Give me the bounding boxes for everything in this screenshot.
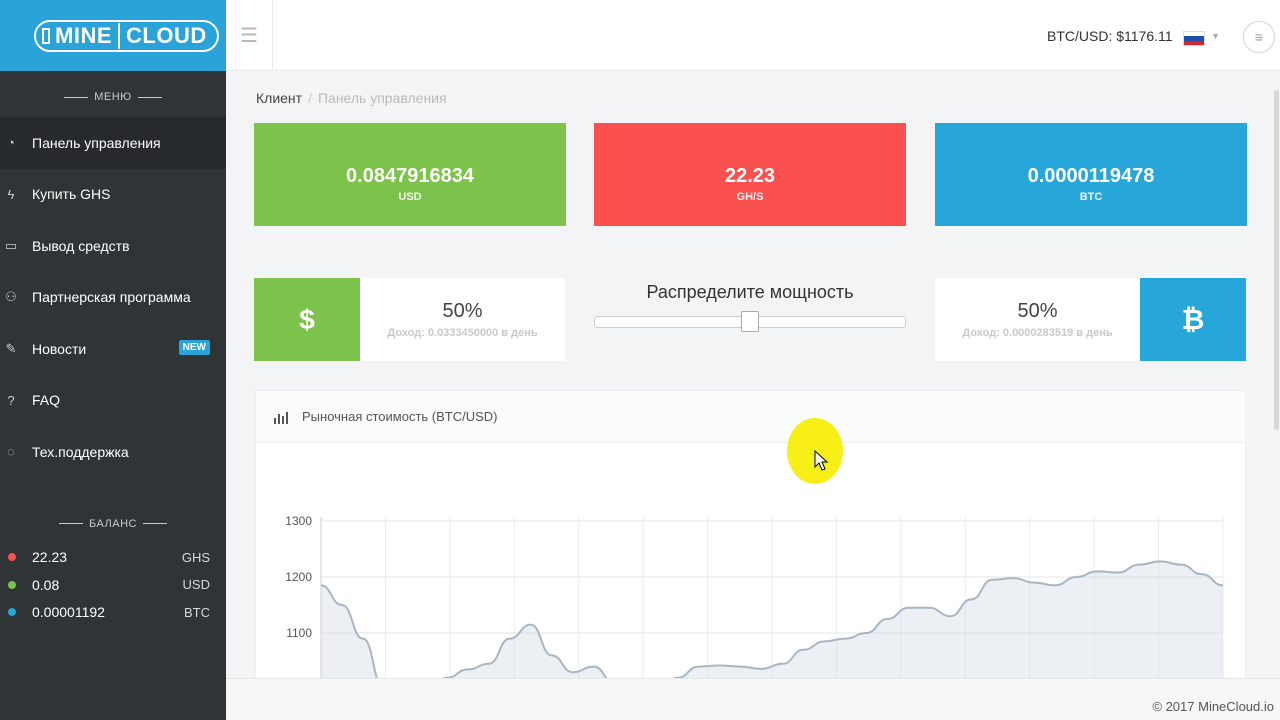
sidebar-item[interactable]: ⚇ Партнерская программа <box>0 272 226 324</box>
balance-row: 0.08 USD <box>0 571 226 599</box>
sidebar-item[interactable]: ✎ Новости NEW <box>0 323 226 375</box>
mouse-cursor-icon <box>814 450 828 471</box>
top-header: ☰ BTC/USD: $1176.11 ▼ ≡ <box>226 0 1280 71</box>
panel-title: Рыночная стоимость (BTC/USD) <box>302 409 498 424</box>
price-area <box>321 561 1223 679</box>
chip-icon <box>42 27 50 44</box>
russia-flag-icon[interactable] <box>1183 31 1205 46</box>
market-chart-panel: Рыночная стоимость (BTC/USD) 1300 1200 110… <box>255 390 1246 680</box>
question-icon: ? <box>7 392 15 408</box>
dollar-icon: $ <box>254 278 360 361</box>
balance-value: 22.23 <box>32 549 68 566</box>
scrollbar[interactable] <box>1274 90 1279 430</box>
sidebar-item-label: Панель управления <box>32 134 161 151</box>
sidebar-item[interactable]: ▭ Вывод средств <box>0 220 226 272</box>
y-tick-label: 1200 <box>285 570 312 584</box>
logo[interactable]: MINE CLOUD <box>34 19 219 52</box>
logo-text-mine: MINE <box>55 22 120 49</box>
bitcoin-icon: ₿ <box>1140 278 1246 361</box>
balance-value: 0.08 <box>32 576 60 593</box>
balance-value: 0.00001192 <box>32 604 105 621</box>
balance-unit: BTC <box>184 604 210 620</box>
hamburger-icon[interactable]: ☰ <box>226 0 273 71</box>
balance-row: 0.00001192 BTC <box>0 599 226 627</box>
sidebar-item[interactable]: ϟ Купить GHS <box>0 169 226 221</box>
user-icon: ⚇ <box>5 289 17 305</box>
sidebar-item-label: Купить GHS <box>32 186 111 203</box>
balance-dot <box>8 580 16 589</box>
panel-header: Рыночная стоимость (BTC/USD) <box>256 391 1245 443</box>
sidebar-item-label: Новости <box>32 340 87 357</box>
stat-card-btc: 0.0000119478 BTC <box>935 123 1247 226</box>
sidebar-item-label: Партнерская программа <box>32 289 191 306</box>
power-usd-percent: 50% <box>442 300 483 322</box>
wallet-icon: ▭ <box>4 237 18 253</box>
btc-rate: BTC/USD: $1176.11 <box>1047 28 1173 44</box>
logo-bar: MINE CLOUD <box>0 0 226 71</box>
bolt-icon: ϟ <box>7 186 15 202</box>
stat-card-usd: 0.0847916834 USD <box>254 123 566 226</box>
stat-value: 0.0847916834 <box>346 165 474 187</box>
power-slider[interactable] <box>594 311 906 332</box>
balance-unit: USD <box>182 577 210 593</box>
market-chart: 1300 1200 1100 <box>285 514 1224 679</box>
balance-unit: GHS <box>181 549 210 565</box>
stat-label: GH/S <box>736 191 764 203</box>
y-tick-label: 1100 <box>286 626 312 640</box>
power-btc-percent: 50% <box>1017 300 1058 322</box>
power-usd-block: $ 50% Доход: 0.0333450000 в день <box>254 278 565 361</box>
power-usd-income: Доход: 0.0333450000 в день <box>387 327 538 339</box>
bar-chart-icon <box>274 410 290 424</box>
sidebar-item-label: Вывод средств <box>32 237 130 254</box>
sidebar-item[interactable]: ◌ Тех.поддержка <box>0 426 226 478</box>
sidebar-item[interactable]: ? FAQ <box>0 375 226 427</box>
sidebar: MINE CLOUD МЕНЮ ◔ Панель управления ϟ Купит… <box>0 0 226 720</box>
sidebar-item-label: Тех.поддержка <box>32 443 129 460</box>
logo-text-cloud: CLOUD <box>126 22 207 48</box>
balance-title: БАЛАНС <box>0 518 226 530</box>
balance-dot <box>8 553 16 562</box>
balance-list: 22.23 GHS 0.08 USD 0.00001192 BTC <box>0 544 226 627</box>
stat-label: BTC <box>1079 191 1103 203</box>
sidebar-item[interactable]: ◔ Панель управления <box>0 117 226 169</box>
edit-icon: ✎ <box>5 340 17 356</box>
stat-label: USD <box>398 191 422 203</box>
stat-value: 22.23 <box>724 165 776 187</box>
stat-card-ghs: 22.23 GH/S <box>594 123 906 226</box>
slider-handle[interactable] <box>741 311 759 332</box>
breadcrumb-root[interactable]: Клиент <box>256 90 303 106</box>
breadcrumb-separator: / <box>308 90 312 106</box>
footer: © 2017 MineCloud.io <box>226 678 1280 720</box>
balance-row: 22.23 GHS <box>0 544 226 572</box>
balance-dot <box>8 608 16 617</box>
dashboard-icon: ◔ <box>7 135 15 151</box>
y-tick-label: 1300 <box>285 514 312 528</box>
new-badge: NEW <box>178 340 210 355</box>
sidebar-item-label: FAQ <box>32 392 61 409</box>
stat-value: 0.0000119478 <box>1027 165 1155 187</box>
power-btc-block: 50% Доход: 0.0000283519 в день ₿ <box>935 278 1246 361</box>
breadcrumb: Клиент / Панель управления <box>256 90 447 106</box>
copyright: © 2017 MineCloud.io <box>1152 699 1274 714</box>
chat-icon: ◌ <box>7 444 15 460</box>
power-btc-income: Доход: 0.0000283519 в день <box>962 327 1113 339</box>
price-line <box>320 560 1224 679</box>
list-icon[interactable]: ≡ <box>1243 21 1275 53</box>
breadcrumb-current: Панель управления <box>317 90 447 106</box>
chevron-down-icon[interactable]: ▼ <box>1211 31 1220 41</box>
menu-list: ◔ Панель управления ϟ Купить GHS ▭ Вывод сред… <box>0 117 226 478</box>
power-title: Распределите мощность <box>646 282 854 302</box>
menu-title: МЕНЮ <box>0 91 226 103</box>
